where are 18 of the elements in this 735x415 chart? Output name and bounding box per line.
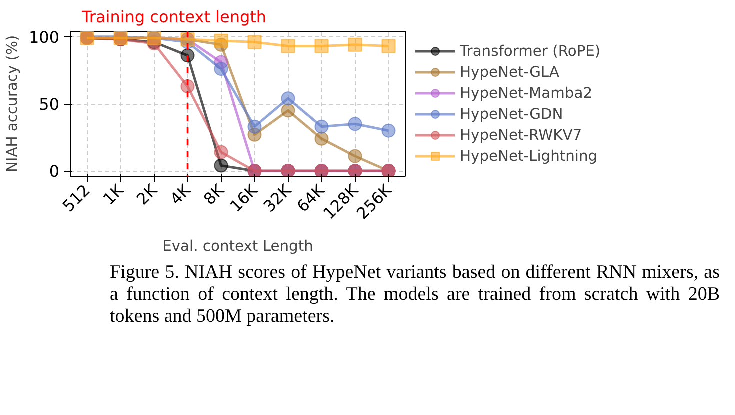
legend-label: HypeNet-GLA [460,64,560,80]
x-axis-title: Eval. context Length [162,238,314,255]
legend-label: HypeNet-RWKV7 [460,126,582,144]
x-tick-label: 1K [99,180,128,209]
ref-line-label: Training context length [80,8,267,26]
x-tick-label: 512 [58,180,94,216]
caption: Figure 5. NIAH scores of HypeNet variants based on different RNN mixers, as a function of context length. The models are trained from scratch with 20B tokens and 500M parameters. [110,262,720,328]
legend-label: HypeNet-Lightning [460,148,598,164]
legend-label: HypeNet-GDN [460,106,564,122]
y-tick-label: 50 [39,95,60,114]
y-tick-label: 100 [28,28,60,47]
legend-label: HypeNet-Mamba2 [460,84,593,102]
legend-label: Transformer (RoPE) [460,42,601,60]
y-axis-title: NIAH accuracy (%) [4,35,21,173]
y-tick-label: 0 [49,162,60,182]
x-tick-label: 4K [166,180,195,209]
x-tick-label: 2K [132,180,162,209]
x-tick-label: 8K [200,180,228,209]
